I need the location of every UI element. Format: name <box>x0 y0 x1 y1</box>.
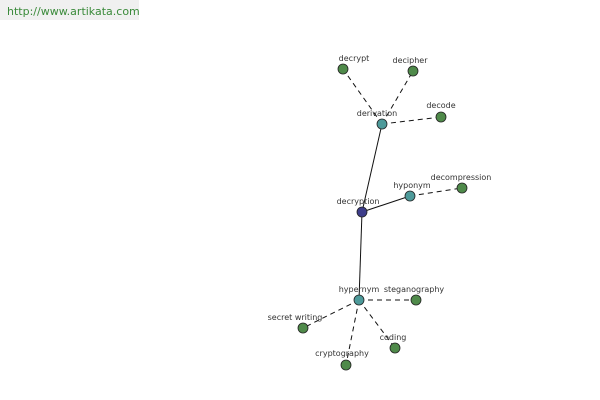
edge <box>302 299 360 329</box>
node[interactable] <box>376 118 388 130</box>
url-bar <box>0 0 139 20</box>
node-label[interactable]: steganography <box>384 285 445 294</box>
node[interactable] <box>340 359 352 371</box>
edge <box>358 299 396 349</box>
node-label[interactable]: decode <box>426 101 455 110</box>
edge <box>381 70 414 125</box>
node[interactable] <box>456 182 468 194</box>
node-label[interactable]: derivation <box>357 109 397 118</box>
node[interactable] <box>404 190 416 202</box>
node[interactable] <box>297 322 309 334</box>
edge <box>345 299 360 366</box>
edges <box>302 68 463 366</box>
node-label[interactable]: decipher <box>393 56 429 65</box>
node-label[interactable]: decrypt <box>339 54 370 63</box>
node[interactable] <box>410 294 422 306</box>
edge <box>361 195 411 213</box>
edge <box>381 116 442 125</box>
node-label[interactable]: cryptography <box>315 349 369 358</box>
node-label[interactable]: hypernym <box>339 285 380 294</box>
node[interactable] <box>337 63 349 75</box>
node-label[interactable]: secret writing <box>268 313 323 322</box>
node-label[interactable]: decompression <box>431 173 492 182</box>
node-label[interactable]: decryption <box>337 197 380 206</box>
node[interactable] <box>435 111 447 123</box>
edge <box>358 211 363 301</box>
node[interactable] <box>389 342 401 354</box>
site-url[interactable]: http://www.artikata.com <box>7 5 140 18</box>
node[interactable] <box>353 294 365 306</box>
nodes: decryption derivation hyponym hypernym d… <box>268 54 492 371</box>
node[interactable] <box>356 206 368 218</box>
edge <box>361 123 383 213</box>
node[interactable] <box>407 65 419 77</box>
node-label[interactable]: coding <box>380 333 407 342</box>
edge <box>342 68 383 125</box>
node-label[interactable]: hyponym <box>393 181 431 190</box>
